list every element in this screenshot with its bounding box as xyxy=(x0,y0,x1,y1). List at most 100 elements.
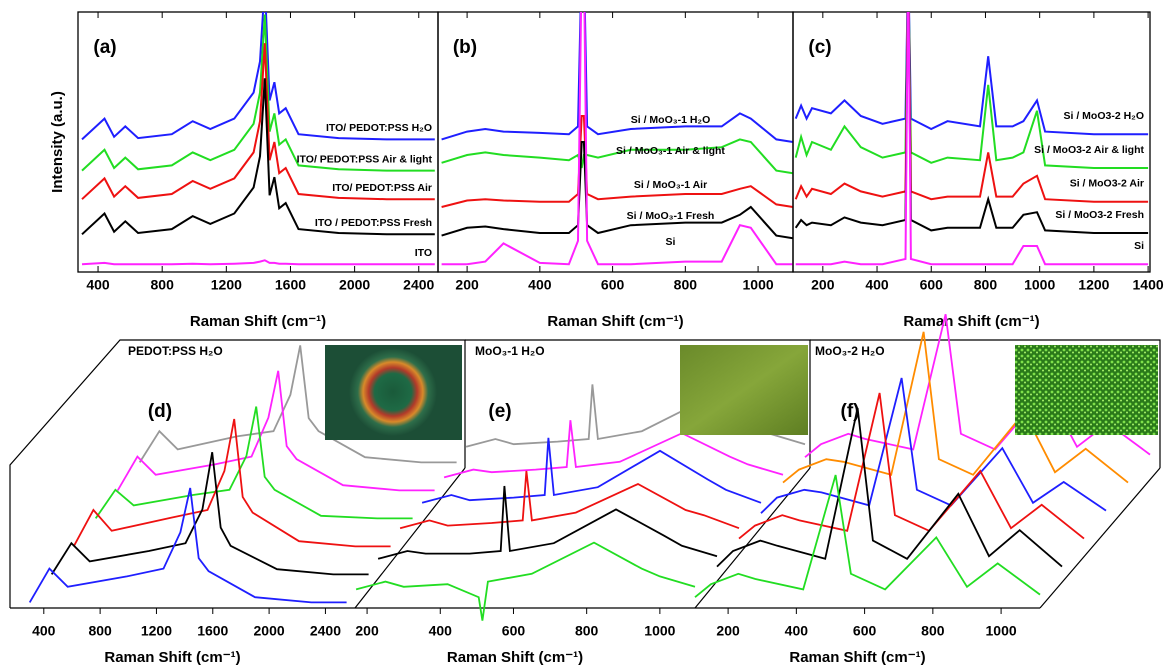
panel-title: MoO₃-1 H₂O xyxy=(475,344,545,358)
series-label: ITO/ PEDOT:PSS H₂O xyxy=(326,122,432,134)
panel-label: (e) xyxy=(488,401,511,422)
waterfall-frames xyxy=(9,339,1161,609)
frame-diag xyxy=(1039,467,1161,609)
x-tick-label: 2000 xyxy=(339,277,370,293)
spectrum-line xyxy=(116,370,435,492)
panel-label: (a) xyxy=(93,37,116,58)
spectrum-line xyxy=(441,12,793,143)
plot-frame xyxy=(792,11,1151,273)
spectrum-line xyxy=(738,392,1085,540)
series-label: Si xyxy=(1134,240,1144,252)
x-tick-label: 600 xyxy=(853,623,877,639)
x-tick-label: 2000 xyxy=(254,623,285,639)
x-tick-label: 1600 xyxy=(197,623,228,639)
plot-area xyxy=(81,12,435,266)
x-tick-label: 800 xyxy=(151,277,175,293)
spectrum-line xyxy=(138,345,457,464)
x-tick-label: 400 xyxy=(865,277,889,293)
spectrum-line xyxy=(441,12,793,266)
spectrum-line xyxy=(50,452,369,576)
spectrum-line xyxy=(377,485,718,560)
frame-f xyxy=(810,339,1161,468)
x-tick-label: 400 xyxy=(86,277,110,293)
spectrum-line xyxy=(81,14,435,172)
panel-title: PEDOT:PSS H₂O xyxy=(128,344,223,358)
inset-image xyxy=(349,348,437,436)
spectrum-line xyxy=(355,541,696,621)
x-tick-label: 200 xyxy=(716,623,740,639)
spectrum-line xyxy=(94,406,413,520)
x-tick-label: 800 xyxy=(674,277,698,293)
inset-image xyxy=(1015,345,1158,435)
x-tick-label: 1000 xyxy=(986,623,1017,639)
spectrum-line xyxy=(72,418,391,548)
series-label: Si / MoO3-2 H₂O xyxy=(1063,110,1144,122)
spectrum-line xyxy=(782,331,1129,484)
x-tick-label: 1600 xyxy=(275,277,306,293)
series-label: ITO/ PEDOT:PSS Air xyxy=(332,182,432,194)
x-axis-title: Raman Shift (cm⁻¹) xyxy=(789,649,925,666)
spectrum-line xyxy=(28,487,347,604)
plot-frame xyxy=(437,11,794,273)
x-tick-label: 400 xyxy=(32,623,56,639)
series-label: Si / MoO₃-1 H₂O xyxy=(631,114,711,126)
x-tick-label: 800 xyxy=(921,623,945,639)
panel-label: (c) xyxy=(808,37,831,58)
spectrum-line xyxy=(421,437,762,504)
spectrum-line xyxy=(794,12,1149,234)
x-axis-title: Raman Shift (cm⁻¹) xyxy=(447,649,583,666)
panel-label: (d) xyxy=(148,401,172,422)
series-label: ITO / PEDOT:PSS Fresh xyxy=(315,217,432,229)
series-label: Si / MoO₃-1 Air & light xyxy=(616,145,725,157)
spectrum-line xyxy=(81,12,435,141)
panel-label: (f) xyxy=(841,401,860,422)
x-tick-label: 800 xyxy=(974,277,998,293)
spectrum-line xyxy=(694,474,1041,598)
series-label: Si / MoO₃-1 Fresh xyxy=(627,210,715,222)
series-label: Si / MoO₃-1 Air xyxy=(634,179,707,191)
x-axis-title: Raman Shift (cm⁻¹) xyxy=(903,313,1039,330)
spectrum-line xyxy=(443,420,784,479)
inset-image xyxy=(680,345,808,435)
spectrum-line xyxy=(794,12,1149,169)
x-tick-label: 2400 xyxy=(403,277,434,293)
x-tick-label: 600 xyxy=(601,277,625,293)
spectrum-line xyxy=(794,12,1149,203)
x-tick-label: 400 xyxy=(785,623,809,639)
spectrum-line xyxy=(81,43,435,201)
x-tick-label: 400 xyxy=(429,623,453,639)
x-tick-label: 1200 xyxy=(1078,277,1109,293)
frame-diag xyxy=(694,467,811,609)
x-tick-label: 2400 xyxy=(310,623,341,639)
spectrum-line xyxy=(804,313,1151,458)
x-axis-title: Raman Shift (cm⁻¹) xyxy=(104,649,240,666)
y-axis-title: Intensity (a.u.) xyxy=(49,91,66,193)
series-label: Si / MoO3-2 Fresh xyxy=(1055,209,1144,221)
spectrum-line xyxy=(760,377,1107,514)
series-label: ITO/ PEDOT:PSS Air & light xyxy=(297,153,433,165)
plot-area xyxy=(794,12,1149,266)
x-axis-title: Raman Shift (cm⁻¹) xyxy=(547,313,683,330)
x-tick-label: 1200 xyxy=(211,277,242,293)
x-tick-label: 1200 xyxy=(141,623,172,639)
series-label: Si / MoO3-2 Air & light xyxy=(1034,144,1144,156)
panel-label: (b) xyxy=(453,37,477,58)
series-label: Si / MoO3-2 Air xyxy=(1070,178,1144,190)
spectrum-line xyxy=(716,407,1063,568)
spectrum-line xyxy=(399,470,740,530)
frame-d xyxy=(9,339,466,608)
x-tick-label: 800 xyxy=(575,623,599,639)
plot-area xyxy=(441,12,793,266)
x-tick-label: 200 xyxy=(355,623,379,639)
x-tick-label: 800 xyxy=(88,623,112,639)
spectrum-line xyxy=(81,259,435,266)
spectrum-line xyxy=(795,12,1149,266)
x-tick-label: 1000 xyxy=(743,277,774,293)
x-tick-label: 1000 xyxy=(644,623,675,639)
plot-frame xyxy=(77,11,439,273)
panel-title: MoO₃-2 H₂O xyxy=(815,344,885,358)
x-tick-label: 200 xyxy=(811,277,835,293)
x-axis-title: Raman Shift (cm⁻¹) xyxy=(190,313,326,330)
